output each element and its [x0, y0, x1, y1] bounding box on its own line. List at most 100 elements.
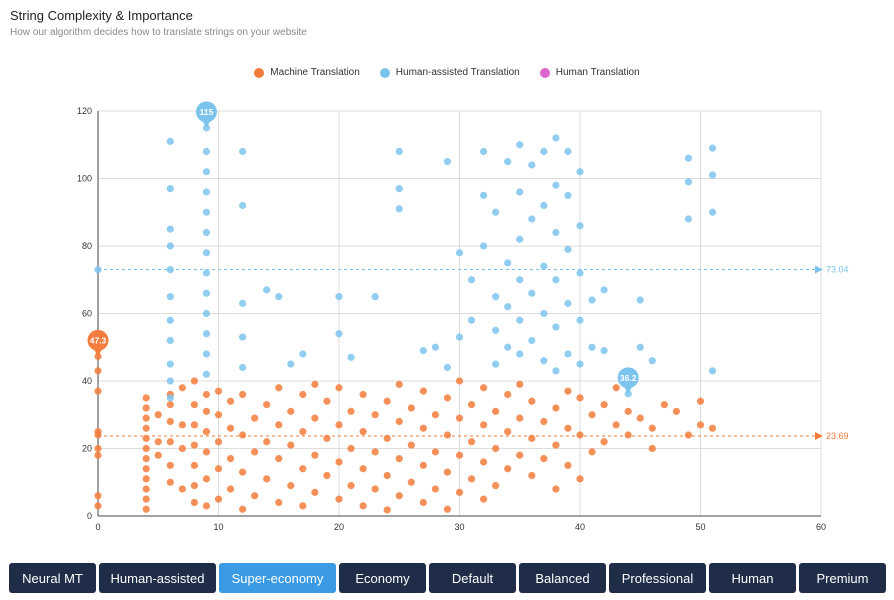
- data-point: [263, 286, 271, 294]
- data-point: [275, 421, 283, 429]
- data-point: [311, 488, 319, 496]
- tab-premium[interactable]: Premium: [799, 563, 886, 593]
- data-point: [467, 401, 476, 409]
- data-point: [455, 451, 464, 459]
- data-point: [311, 414, 319, 422]
- tab-professional[interactable]: Professional: [609, 563, 706, 593]
- mean-label: 23.69: [826, 431, 849, 441]
- tab-economy[interactable]: Economy: [339, 563, 426, 593]
- data-point: [202, 448, 211, 456]
- data-point: [684, 154, 693, 162]
- tab-neural-mt[interactable]: Neural MT: [9, 563, 96, 593]
- data-point: [226, 424, 235, 432]
- annotation-label: 115: [200, 107, 214, 117]
- tab-human[interactable]: Human: [709, 563, 796, 593]
- tab-balanced[interactable]: Balanced: [519, 563, 606, 593]
- data-point: [142, 424, 150, 432]
- data-point: [94, 502, 102, 510]
- data-point: [588, 296, 596, 304]
- data-point: [540, 357, 548, 365]
- data-point: [624, 390, 632, 398]
- data-point: [214, 438, 223, 446]
- data-point: [395, 380, 403, 388]
- legend-item-machine[interactable]: Machine Translation: [254, 67, 360, 78]
- data-point: [407, 404, 415, 412]
- data-point: [347, 407, 355, 415]
- data-point: [467, 475, 476, 483]
- tab-default[interactable]: Default: [429, 563, 516, 593]
- data-point: [419, 498, 427, 507]
- data-point: [142, 495, 150, 503]
- data-point: [226, 397, 235, 405]
- tab-human-assisted[interactable]: Human-assisted: [99, 563, 216, 593]
- data-point: [564, 461, 572, 469]
- legend-dot-human: [539, 67, 550, 78]
- data-point: [371, 485, 379, 493]
- data-point: [431, 411, 439, 419]
- annotation-bubble: [617, 367, 639, 389]
- data-point: [636, 296, 644, 304]
- data-point: [516, 141, 524, 149]
- data-point: [239, 299, 247, 307]
- data-point: [431, 343, 439, 351]
- data-point: [178, 421, 186, 429]
- annotation-label: 36.2: [620, 373, 637, 383]
- data-point: [214, 387, 223, 395]
- data-point: [359, 502, 367, 510]
- data-point: [552, 228, 560, 237]
- data-point: [299, 350, 307, 358]
- x-tick-label: 40: [575, 522, 585, 532]
- data-point: [455, 488, 464, 496]
- data-point: [299, 390, 307, 399]
- data-point: [528, 397, 536, 405]
- data-point: [371, 293, 379, 301]
- data-point: [540, 201, 548, 210]
- data-point: [480, 495, 488, 503]
- data-point: [528, 161, 536, 169]
- legend-item-human[interactable]: Human Translation: [539, 67, 640, 78]
- data-point: [443, 468, 452, 476]
- data-point: [492, 444, 500, 453]
- data-point: [708, 424, 717, 432]
- data-point: [443, 431, 452, 439]
- data-point: [190, 421, 198, 429]
- data-point: [202, 188, 211, 196]
- mean-label: 73.04: [826, 264, 849, 274]
- data-point: [214, 495, 223, 503]
- data-point: [528, 471, 536, 480]
- data-point: [359, 428, 367, 436]
- data-point: [419, 347, 427, 355]
- data-point: [648, 444, 656, 453]
- legend-item-human-assisted[interactable]: Human-assisted Translation: [379, 67, 520, 78]
- data-point: [166, 377, 174, 385]
- data-point: [142, 394, 150, 402]
- data-point: [564, 424, 572, 432]
- y-tick-label: 40: [82, 376, 92, 386]
- data-point: [624, 407, 632, 415]
- data-point: [347, 444, 355, 453]
- data-point: [552, 134, 560, 142]
- data-point: [395, 147, 403, 156]
- data-point: [166, 401, 174, 409]
- data-point: [480, 458, 488, 466]
- data-point: [311, 451, 319, 459]
- data-point: [516, 414, 524, 422]
- data-point: [335, 293, 343, 301]
- x-tick-label: 60: [816, 522, 826, 532]
- data-point: [540, 455, 548, 463]
- data-point: [202, 502, 211, 510]
- data-point: [443, 363, 452, 372]
- data-point: [540, 147, 548, 156]
- data-point: [395, 492, 403, 500]
- data-point: [335, 421, 343, 429]
- data-point: [504, 390, 512, 399]
- legend-dot-machine: [254, 67, 265, 78]
- data-point: [178, 444, 186, 453]
- data-point: [395, 185, 403, 193]
- y-tick-label: 100: [77, 174, 92, 184]
- data-point: [455, 414, 464, 422]
- data-point: [492, 482, 500, 490]
- data-point: [528, 215, 536, 223]
- data-point: [600, 347, 608, 355]
- tab-super-economy[interactable]: Super-economy: [219, 563, 336, 593]
